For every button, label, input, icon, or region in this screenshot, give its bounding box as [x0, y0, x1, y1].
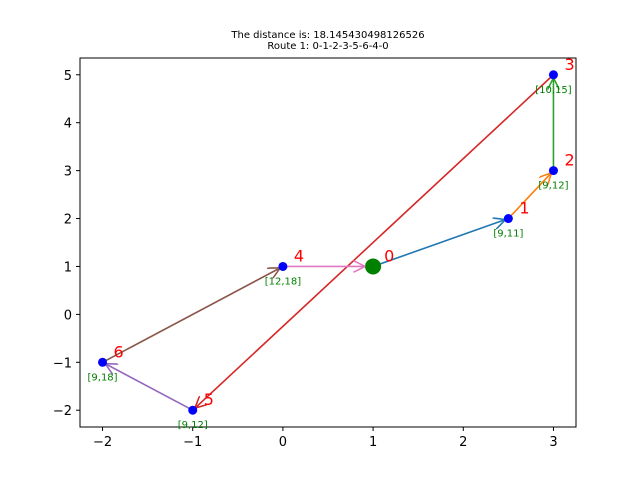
y-tick-label: 0 [64, 308, 72, 323]
node-label-1: 1 [519, 199, 529, 218]
y-tick-label: 3 [64, 165, 72, 180]
plot-frame [79, 57, 577, 428]
time-window-label-5: [9,12] [178, 420, 208, 431]
customer-point-3 [548, 70, 558, 80]
node-label-4: 4 [294, 246, 304, 265]
y-tick-label: 4 [64, 117, 72, 132]
y-tick-label: −2 [53, 404, 72, 419]
time-window-label-2: [9,12] [538, 181, 568, 192]
route-edge-1-2 [507, 173, 551, 220]
route-edge-0-1 [372, 220, 505, 268]
time-window-label-1: [9,11] [493, 229, 523, 240]
depot-point [365, 258, 382, 275]
point-labels: 0 1 2 3 4 5 6 [9,11] [9,12] [10,15] [12,18] [9,12] [… [88, 55, 575, 431]
customer-point-2 [548, 166, 558, 176]
x-tick-label: −2 [93, 435, 112, 450]
x-tick-label: 1 [369, 435, 377, 450]
chart-title: The distance is: 18.145430498126526 Rout… [230, 30, 424, 52]
node-label-3: 3 [564, 55, 574, 74]
time-window-label-4: [12,18] [265, 276, 302, 287]
axes: −2 −1 0 1 2 3 −2 −1 0 1 2 3 4 5 [53, 57, 577, 450]
node-label-6: 6 [114, 342, 124, 361]
customer-point-4 [278, 261, 288, 271]
route-points [98, 70, 558, 415]
time-window-label-6: [9,18] [88, 372, 118, 383]
route-edges [102, 74, 554, 411]
x-tick-label: 0 [279, 435, 287, 450]
node-label-2: 2 [564, 151, 574, 170]
y-tick-label: 1 [64, 260, 72, 275]
x-tick-label: 2 [459, 435, 467, 450]
node-label-5: 5 [204, 390, 214, 409]
customer-point-5 [188, 405, 198, 415]
title-line-2: Route 1: 0-1-2-3-5-6-4-0 [267, 41, 388, 52]
customer-point-1 [503, 214, 513, 224]
route-edge-5-6 [105, 364, 194, 411]
node-label-0: 0 [384, 246, 394, 265]
y-tick-label: 5 [64, 69, 72, 84]
route-edge-6-4 [102, 268, 281, 364]
route-edge-3-5 [195, 74, 554, 408]
title-line-1: The distance is: 18.145430498126526 [230, 30, 424, 41]
x-tick-label: 3 [549, 435, 557, 450]
x-tick-label: −1 [183, 435, 202, 450]
y-tick-label: 2 [64, 213, 72, 228]
time-window-label-3: [10,15] [535, 85, 572, 96]
y-tick-label: −1 [53, 356, 72, 371]
customer-point-6 [98, 357, 108, 367]
